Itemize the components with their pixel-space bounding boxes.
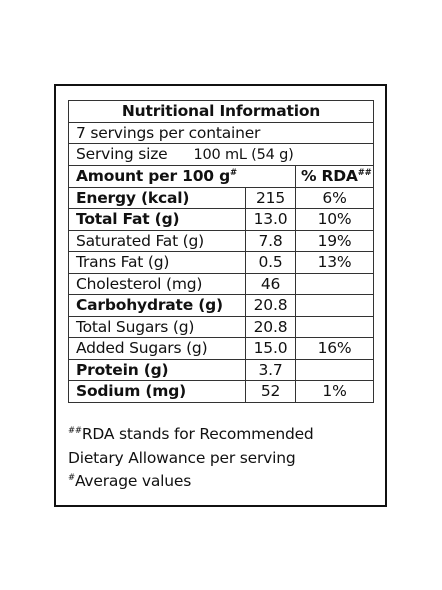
footnote-rda-mark: ## xyxy=(68,426,82,436)
servings-row: 7 servings per container xyxy=(67,121,375,144)
nutrient-value: 7.8 xyxy=(245,229,296,252)
footnote-avg-mark: # xyxy=(68,473,75,483)
rda-header-text: % RDA xyxy=(301,167,358,186)
nutrient-name: Protein (g) xyxy=(68,358,246,381)
nutrient-name: Added Sugars (g) xyxy=(68,337,246,360)
nutrient-row: Total Fat (g) 13.0 10% xyxy=(68,208,375,231)
nutrient-rda xyxy=(294,272,375,295)
serving-size-value: 100 mL (54 g) xyxy=(193,147,294,163)
nutrient-rda: 10% xyxy=(294,208,375,231)
nutrient-value: 20.8 xyxy=(245,315,296,338)
nutrient-value: 20.8 xyxy=(245,294,296,317)
nutrient-rda: 16% xyxy=(294,337,375,360)
nutrient-rda: 13% xyxy=(294,251,375,274)
nutrition-table: Nutritional Information 7 servings per c… xyxy=(67,100,375,403)
nutrient-row: Sodium (mg) 52 1% xyxy=(68,380,375,403)
nutrient-name: Energy (kcal) xyxy=(68,186,246,209)
nutrient-name: Sodium (mg) xyxy=(68,380,246,403)
nutrient-value: 0.5 xyxy=(245,251,296,274)
footnote-avg-text: Average values xyxy=(74,472,192,490)
serving-size-cell: Serving size 100 mL (54 g) xyxy=(67,143,375,166)
serving-size-label: Serving size xyxy=(76,145,168,163)
title-row: Nutritional Information xyxy=(67,100,375,123)
nutrient-rda xyxy=(294,358,375,381)
serving-size-row: Serving size 100 mL (54 g) xyxy=(67,143,375,166)
rda-header-mark: ## xyxy=(357,168,372,179)
nutrient-value: 215 xyxy=(245,186,296,209)
footnote-rda-line2: Dietary Allowance per serving xyxy=(68,448,296,467)
nutrient-rda: 6% xyxy=(294,186,375,209)
footnotes: ##RDA stands for Recommended Dietary All… xyxy=(68,423,378,494)
footnote-average: #Average values xyxy=(68,470,378,494)
nutrient-name: Total Sugars (g) xyxy=(68,315,246,338)
nutrient-value: 52 xyxy=(245,380,296,403)
amount-header-mark: # xyxy=(229,168,237,179)
amount-header-text: Amount per 100 g xyxy=(76,167,230,186)
nutrient-row: Energy (kcal) 215 6% xyxy=(68,186,375,209)
nutrient-rda xyxy=(294,315,375,338)
nutrient-row: Saturated Fat (g) 7.8 19% xyxy=(68,229,375,252)
nutrient-rda: 19% xyxy=(294,229,375,252)
header-row: Amount per 100 g# % RDA## xyxy=(68,165,375,188)
nutrient-rda xyxy=(294,294,375,317)
footnote-rda: ##RDA stands for Recommended xyxy=(68,423,378,447)
amount-header: Amount per 100 g# xyxy=(68,165,296,188)
nutrient-name: Carbohydrate (g) xyxy=(68,294,246,317)
nutrient-row: Carbohydrate (g) 20.8 xyxy=(68,294,375,317)
nutrient-row: Protein (g) 3.7 xyxy=(68,358,375,381)
nutrient-name: Total Fat (g) xyxy=(68,208,246,231)
nutrient-row: Cholesterol (mg) 46 xyxy=(68,272,375,295)
nutrient-value: 13.0 xyxy=(245,208,296,231)
nutrition-label: Nutritional Information 7 servings per c… xyxy=(54,84,387,507)
nutrient-value: 3.7 xyxy=(245,358,296,381)
nutrient-row: Trans Fat (g) 0.5 13% xyxy=(68,251,375,274)
nutrient-name: Trans Fat (g) xyxy=(68,251,246,274)
nutrient-row: Added Sugars (g) 15.0 16% xyxy=(68,337,375,360)
nutrient-name: Cholesterol (mg) xyxy=(68,272,246,295)
table-title: Nutritional Information xyxy=(67,100,375,123)
rda-header: % RDA## xyxy=(294,165,375,188)
nutrient-name: Saturated Fat (g) xyxy=(68,229,246,252)
nutrient-value: 46 xyxy=(245,272,296,295)
nutrient-row: Total Sugars (g) 20.8 xyxy=(68,315,375,338)
nutrient-value: 15.0 xyxy=(245,337,296,360)
servings-per-container: 7 servings per container xyxy=(67,121,375,144)
nutrient-rda: 1% xyxy=(294,380,375,403)
footnote-rda-line1: RDA stands for Recommended xyxy=(81,425,314,443)
